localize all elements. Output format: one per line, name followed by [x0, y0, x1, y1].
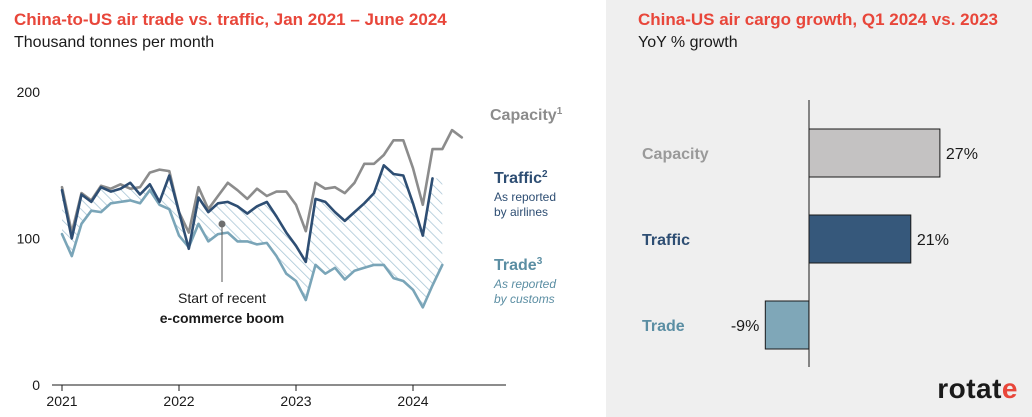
x-tick-label: 2021 — [46, 393, 77, 409]
logo-accent: e — [1001, 373, 1018, 404]
traffic-label-text: Traffic — [494, 170, 542, 187]
trade-label-text: Trade — [494, 257, 537, 274]
trade-series-line — [60, 188, 444, 309]
left-chart-title: China-to-US air trade vs. traffic, Jan 2… — [14, 10, 447, 29]
y-tick-label: 0 — [32, 377, 40, 393]
x-tick-label: 2024 — [397, 393, 428, 409]
capacity-superscript: 1 — [557, 106, 563, 117]
traffic-series-line — [60, 164, 434, 264]
right-chart-subtitle: YoY % growth — [638, 34, 738, 51]
traffic-note-line1: As reported — [494, 190, 556, 204]
traffic-value-label: 21% — [917, 232, 949, 249]
capacity-series-line — [60, 128, 464, 234]
annotation-line1: Start of recent — [178, 290, 266, 306]
trade-note-line1: As reported — [493, 277, 556, 291]
capacity-bar — [808, 128, 941, 178]
trade-value-label: -9% — [731, 318, 759, 335]
trade-note-line2: by customs — [494, 292, 555, 306]
x-tick-label: 2022 — [163, 393, 194, 409]
left-chart-subtitle: Thousand tonnes per month — [14, 34, 215, 51]
logo-text: rotat — [937, 373, 1002, 404]
capacity-value-label: 27% — [946, 146, 978, 163]
annotation-line2: e-commerce boom — [160, 310, 284, 326]
x-tick-label: 2023 — [280, 393, 311, 409]
trade-superscript: 3 — [537, 256, 543, 267]
traffic-label: Traffic2 — [494, 169, 548, 187]
capacity-label-text: Capacity — [490, 107, 557, 124]
trade-category-label: Trade — [642, 318, 685, 335]
trade-bar — [764, 300, 810, 350]
traffic-bar — [808, 214, 912, 264]
capacity-label: Capacity1 — [490, 106, 563, 124]
y-tick-label: 100 — [17, 231, 41, 247]
traffic-superscript: 2 — [542, 169, 548, 180]
right-chart-title: China-US air cargo growth, Q1 2024 vs. 2… — [638, 10, 998, 29]
left-panel: China-to-US air trade vs. traffic, Jan 2… — [14, 10, 563, 409]
traffic-category-label: Traffic — [642, 232, 690, 249]
y-tick-label: 200 — [17, 84, 41, 100]
annotation-marker — [218, 220, 226, 228]
traffic-trade-gap-area — [62, 165, 443, 308]
traffic-note-line2: by airlines — [494, 205, 548, 219]
bar-chart: Capacity 27% Traffic 21% Trade -9% — [642, 100, 978, 367]
trade-label: Trade3 — [494, 256, 543, 274]
rotate-logo: rotate — [937, 373, 1018, 405]
capacity-category-label: Capacity — [642, 146, 709, 163]
right-panel: China-US air cargo growth, Q1 2024 vs. 2… — [606, 0, 1032, 417]
